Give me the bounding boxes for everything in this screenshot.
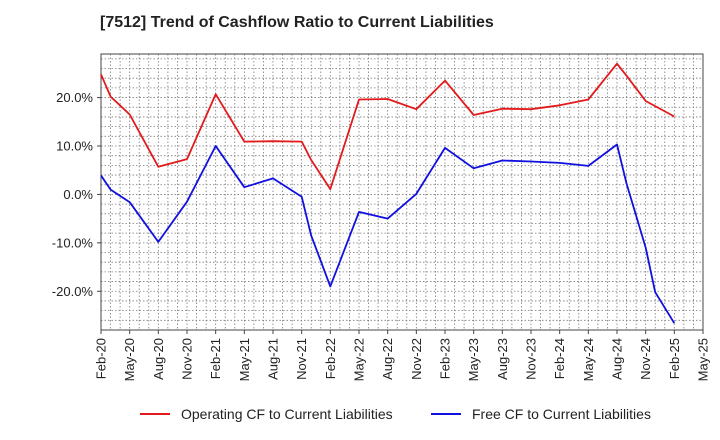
x-tick-label: May-24 bbox=[581, 338, 596, 381]
y-tick-label: 10.0% bbox=[56, 139, 93, 154]
x-tick-label: Aug-20 bbox=[151, 338, 166, 380]
y-tick-label: 0.0% bbox=[63, 187, 93, 202]
x-tick-label: Feb-20 bbox=[94, 338, 109, 379]
x-tick-label: May-20 bbox=[122, 338, 137, 381]
x-tick-label: Nov-23 bbox=[524, 338, 539, 380]
x-tick-label: Feb-25 bbox=[667, 338, 682, 379]
x-tick-label: May-23 bbox=[466, 338, 481, 381]
series-line-free-cf bbox=[100, 143, 676, 324]
x-tick-label: Nov-24 bbox=[638, 338, 653, 380]
x-tick-label: May-21 bbox=[237, 338, 252, 381]
x-tick-label: Nov-22 bbox=[409, 338, 424, 380]
x-tick-label: Aug-22 bbox=[380, 338, 395, 380]
x-tick-label: Nov-20 bbox=[180, 338, 195, 380]
x-tick-label: May-25 bbox=[696, 338, 711, 381]
x-tick-label: Feb-22 bbox=[323, 338, 338, 379]
legend-label: Operating CF to Current Liabilities bbox=[181, 406, 393, 422]
plot-frame bbox=[100, 53, 704, 331]
y-tick-label: 20.0% bbox=[56, 90, 93, 105]
x-tick-label: Aug-24 bbox=[610, 338, 625, 380]
y-tick-label: -20.0% bbox=[52, 284, 94, 299]
legend-label: Free CF to Current Liabilities bbox=[472, 406, 651, 422]
x-tick-label: Feb-21 bbox=[208, 338, 223, 379]
x-tick-label: Nov-21 bbox=[294, 338, 309, 380]
x-tick-label: Aug-21 bbox=[266, 338, 281, 380]
series-line-operating-cf bbox=[100, 62, 675, 191]
x-tick-label: Feb-23 bbox=[438, 338, 453, 379]
x-tick-label: Feb-24 bbox=[552, 338, 567, 379]
chart-title: [7512] Trend of Cashflow Ratio to Curren… bbox=[100, 14, 494, 31]
y-tick-label: -10.0% bbox=[52, 235, 94, 250]
x-tick-label: Aug-23 bbox=[495, 338, 510, 380]
x-tick-label: May-22 bbox=[352, 338, 367, 381]
plot-area bbox=[101, 54, 703, 330]
